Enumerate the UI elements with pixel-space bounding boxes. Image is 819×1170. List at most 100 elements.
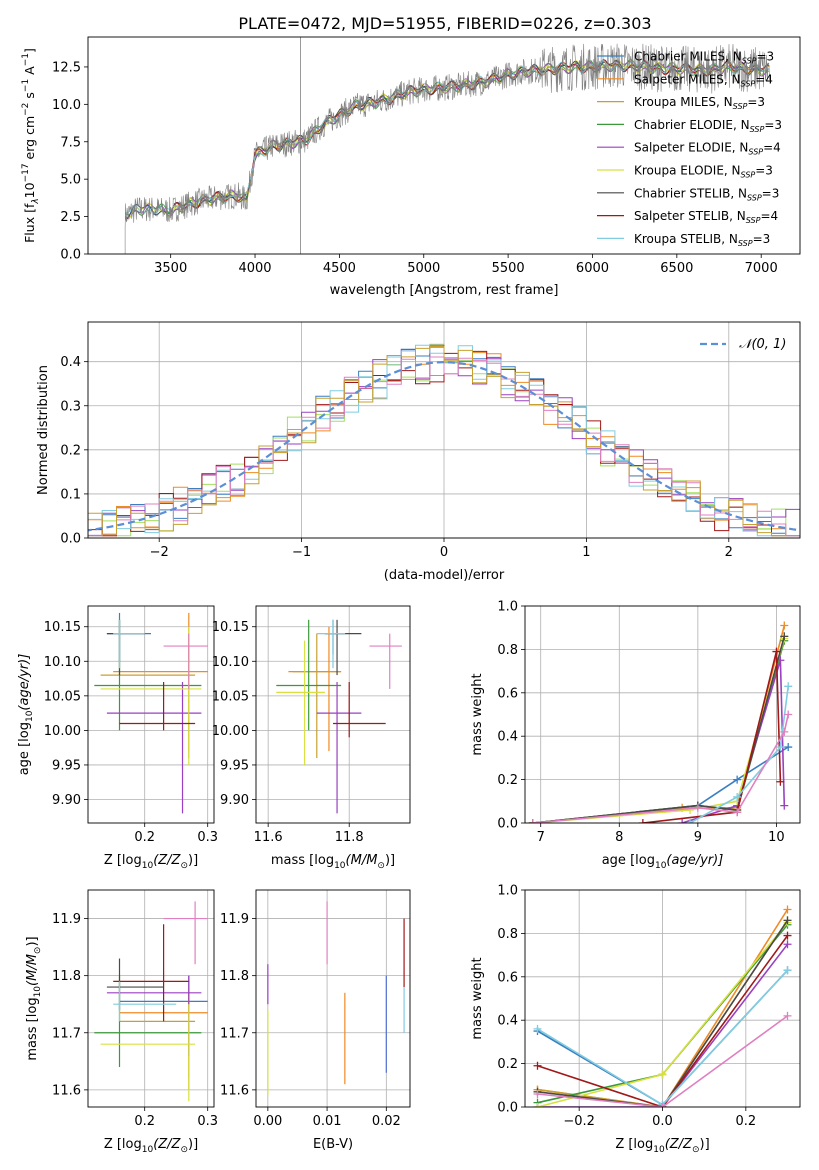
weight-series [532, 625, 786, 823]
weight-series [537, 935, 789, 1107]
x-tick-label: 8 [615, 830, 623, 845]
spectrum-y-label: Flux [fλ10−17 erg cm−2 s−1 A−1] [21, 48, 41, 243]
y-tick-label: 0.0 [497, 817, 518, 832]
x-tick-label: 9 [694, 830, 702, 845]
residuals-x-label: (data-model)/error [384, 568, 505, 583]
y-tick-label: 10.0 [52, 98, 81, 113]
age_vs_z-x-label: Z [log10(Z/Z⊙)] [104, 853, 198, 871]
legend-label: Chabrier ELODIE, NSSP=3 [634, 118, 782, 134]
legend-label: Salpeter STELIB, NSSP=4 [634, 209, 778, 225]
x-tick-label: 0.3 [197, 830, 218, 845]
y-tick-label: 11.8 [220, 969, 249, 984]
residuals-axes: −2 −1 0 1 2 0.0 0.1 0.2 0.3 0.4 𝒩(0, 1) (data-model… [36, 322, 800, 583]
x-tick-label: 2 [725, 545, 733, 560]
weight-marker [780, 621, 789, 630]
weight-marker [638, 819, 647, 823]
weight-marker [686, 805, 694, 814]
y-tick-label: 11.7 [220, 1026, 249, 1041]
y-tick-label: 2.5 [60, 210, 81, 225]
weight-marker [780, 632, 789, 641]
weight-marker [693, 803, 702, 812]
x-tick-label: 0.3 [197, 1114, 218, 1129]
weight_vs_z-frame [524, 889, 801, 1108]
age_vs_mass-errorbars [276, 619, 402, 814]
mass_vs_z-x-label: Z [log10(Z/Z⊙)] [104, 1137, 198, 1155]
y-tick-label: 10.15 [212, 620, 249, 635]
weight_vs_z-y-label: mass weight [470, 957, 485, 1039]
weight-marker [678, 819, 687, 823]
x-tick-label: 1 [582, 545, 590, 560]
y-tick-label: 11.6 [220, 1083, 249, 1098]
weight-marker [533, 1103, 542, 1107]
x-tick-label: 3500 [154, 261, 187, 276]
weight-marker [780, 727, 789, 736]
y-tick-label: 10.10 [44, 655, 81, 670]
weight-marker [784, 682, 793, 691]
weight-series [537, 1015, 788, 1107]
x-tick-label: 5000 [407, 261, 440, 276]
weight-marker [658, 1070, 667, 1079]
weight-marker [783, 966, 792, 975]
y-tick-label: 10.00 [212, 724, 249, 739]
age_vs_z-frame [87, 605, 215, 824]
data-line [124, 43, 770, 254]
y-tick-label: 0.8 [497, 927, 518, 942]
y-tick-label: 11.9 [220, 912, 249, 927]
legend-label: Chabrier STELIB, NSSP=3 [634, 186, 779, 202]
x-tick-label: 4000 [238, 261, 271, 276]
legend-label: Chabrier MILES, NSSP=3 [634, 50, 774, 66]
mass_vs_z-frame [87, 889, 215, 1108]
weight_vs_z-lines [533, 905, 792, 1107]
y-tick-label: 0.4 [497, 1014, 518, 1029]
y-tick-label: 0.4 [60, 355, 81, 370]
y-tick-label: 10.10 [212, 655, 249, 670]
weight-marker [783, 905, 792, 914]
x-tick-label: 11.6 [254, 830, 283, 845]
y-tick-label: 10.05 [44, 689, 81, 704]
figure-title: PLATE=0472, MJD=51955, FIBERID=0226, z=0… [238, 14, 651, 33]
spectrum-lines [124, 37, 770, 254]
spectrum-axes: 3500 4000 4500 5000 5500 6000 6500 7000 0.0 2.5 5.… [21, 37, 782, 298]
weight-series [537, 943, 789, 1107]
residuals-frame [87, 321, 801, 539]
weight_vs_z-axes: −0.2 0.0 0.2 0.0 0.2 0.4 0.6 0.8 1.0 Z [log10(Z/Z… [470, 884, 800, 1155]
age_vs_z-errorbars [94, 612, 208, 814]
weight-marker [733, 792, 742, 801]
y-tick-label: 0.2 [497, 1057, 518, 1072]
weight-marker [733, 775, 742, 784]
y-tick-label: 9.90 [52, 793, 81, 808]
mass_vs_z-y-label: mass [log10(M/M⊙)] [25, 936, 43, 1060]
weight-marker [658, 1103, 667, 1107]
x-tick-label: 0.2 [134, 830, 155, 845]
weight-marker [686, 819, 694, 823]
x-tick-label: −1 [292, 545, 311, 560]
x-tick-label: 0.0 [652, 1114, 673, 1129]
y-tick-label: 9.95 [220, 758, 249, 773]
gaussian-legend-label: 𝒩(0, 1) [739, 337, 786, 352]
x-tick-label: 7000 [745, 261, 778, 276]
weight-marker [533, 1061, 542, 1070]
y-tick-label: 9.95 [52, 758, 81, 773]
y-tick-label: 0.1 [60, 487, 81, 502]
age_vs_mass-x-label: mass [log10(M/M⊙)] [271, 853, 395, 871]
weight-series [642, 651, 782, 823]
weight-marker [772, 647, 781, 656]
histogram-series [88, 346, 800, 537]
x-tick-label: 10 [768, 830, 785, 845]
legend-label: Salpeter MILES, NSSP=4 [634, 72, 773, 88]
y-tick-label: 0.6 [497, 970, 518, 985]
weight_vs_age-frame [524, 605, 801, 824]
y-tick-label: 0.0 [60, 248, 81, 263]
y-tick-label: 0.2 [60, 443, 81, 458]
x-tick-label: 0.01 [313, 1114, 342, 1129]
spectrum-frame [87, 36, 801, 255]
weight-marker [776, 777, 785, 786]
y-tick-label: 5.0 [60, 173, 81, 188]
y-tick-label: 9.90 [220, 793, 249, 808]
weight-marker [784, 743, 793, 752]
x-tick-label: 7 [537, 830, 545, 845]
weight_vs_age-x-label: age [log10(age/yr)] [602, 853, 724, 871]
legend-label: Salpeter ELODIE, NSSP=4 [634, 141, 781, 157]
x-tick-label: 4500 [323, 261, 356, 276]
